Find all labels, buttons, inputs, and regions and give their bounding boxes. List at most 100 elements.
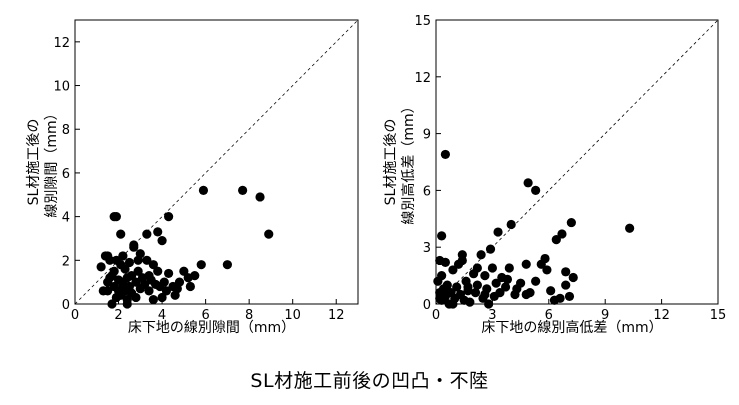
y-tick-label: 6 <box>62 167 70 182</box>
data-point <box>103 286 113 296</box>
data-point <box>504 263 514 273</box>
data-point <box>159 277 169 287</box>
data-point <box>542 265 552 275</box>
data-point <box>452 282 462 292</box>
y-tick-label: 0 <box>423 298 431 313</box>
data-point <box>172 284 182 294</box>
data-point <box>506 219 516 230</box>
data-point <box>142 229 152 239</box>
x-tick-label: 8 <box>245 308 253 323</box>
data-point <box>555 293 565 303</box>
data-point <box>222 260 232 270</box>
data-point <box>196 260 206 270</box>
data-point <box>164 212 174 222</box>
data-point <box>161 286 172 296</box>
y-axis-label: 線別隙間（mm） <box>44 106 60 217</box>
data-point <box>484 299 494 309</box>
data-point <box>521 259 531 269</box>
x-tick-label: 9 <box>601 308 609 323</box>
left-scatter-plot: 0 2 4 6 8 10 12 0 2 4 6 8 10 12 床下地の線別隙間（mm） SL材施工後の 線別隙… <box>26 19 359 336</box>
data-point <box>525 288 535 298</box>
data-point <box>140 279 150 289</box>
data-point <box>470 288 481 298</box>
figure-caption: SL材施工前後の凹凸・不陸 <box>250 370 489 392</box>
data-point <box>561 267 571 277</box>
y-tick-label: 4 <box>62 211 70 226</box>
data-point <box>103 251 113 261</box>
y-tick-label: 12 <box>414 71 431 86</box>
y-tick-label: 15 <box>414 14 431 29</box>
data-point <box>118 251 128 261</box>
data-point <box>491 278 501 288</box>
data-point <box>551 235 561 245</box>
x-tick-label: 15 <box>710 308 727 323</box>
y-tick-label: 12 <box>53 36 70 51</box>
data-point <box>568 272 578 283</box>
y-tick-label: 6 <box>423 184 431 199</box>
data-point <box>480 271 490 281</box>
data-point <box>131 292 141 303</box>
data-point <box>472 263 482 273</box>
data-point <box>179 266 189 276</box>
data-point <box>238 185 248 195</box>
data-point <box>502 274 513 284</box>
data-point <box>495 288 505 298</box>
data-point <box>124 257 135 268</box>
data-point <box>144 286 154 296</box>
data-point <box>487 263 497 273</box>
data-point <box>264 229 274 239</box>
data-point <box>131 277 141 287</box>
data-point <box>148 295 158 305</box>
data-point <box>96 262 106 272</box>
plot-frame <box>74 19 359 305</box>
data-point <box>557 229 567 239</box>
y-tick-label: 8 <box>62 123 70 138</box>
data-point <box>442 280 452 290</box>
data-point <box>476 250 486 260</box>
data-point <box>448 265 458 275</box>
x-axis-label: 床下地の線別高低差（mm） <box>481 319 662 336</box>
y-axis-label: SL材施工後の <box>26 119 42 206</box>
y-axis-label: 線別高低差（mm） <box>400 99 417 224</box>
x-tick-label: 0 <box>432 308 440 323</box>
data-point <box>480 289 490 300</box>
data-point <box>185 281 195 292</box>
data-point <box>133 255 143 265</box>
data-point <box>523 178 533 188</box>
x-tick-label: 6 <box>545 308 553 323</box>
x-tick-label: 6 <box>201 308 209 323</box>
data-point <box>625 223 635 233</box>
data-point <box>437 231 447 241</box>
data-point <box>116 229 126 239</box>
y-axis-label: SL材施工後の <box>383 119 399 206</box>
data-point <box>485 244 496 254</box>
data-point <box>118 279 128 289</box>
data-point <box>512 284 522 294</box>
data-point <box>448 299 458 309</box>
y-tick-label: 0 <box>62 298 70 313</box>
data-point <box>133 266 143 276</box>
data-point <box>142 255 152 265</box>
x-tick-label: 4 <box>158 308 166 323</box>
data-point <box>198 185 209 195</box>
data-point <box>111 212 121 222</box>
data-point <box>463 282 473 292</box>
data-point <box>107 299 117 309</box>
plot-frame <box>435 19 719 305</box>
data-point <box>540 253 550 264</box>
data-point <box>440 149 450 160</box>
data-point <box>129 240 139 250</box>
data-point <box>440 257 450 267</box>
data-point <box>190 271 200 281</box>
data-point <box>255 192 265 202</box>
x-tick-label: 2 <box>114 308 122 323</box>
y-tick-label: 2 <box>62 254 70 269</box>
data-point <box>107 271 117 281</box>
data-point <box>500 282 511 292</box>
data-point <box>531 185 541 195</box>
y-tick-label: 10 <box>53 80 70 95</box>
data-point <box>122 299 132 309</box>
reference-line <box>435 19 719 305</box>
data-point <box>120 264 130 274</box>
